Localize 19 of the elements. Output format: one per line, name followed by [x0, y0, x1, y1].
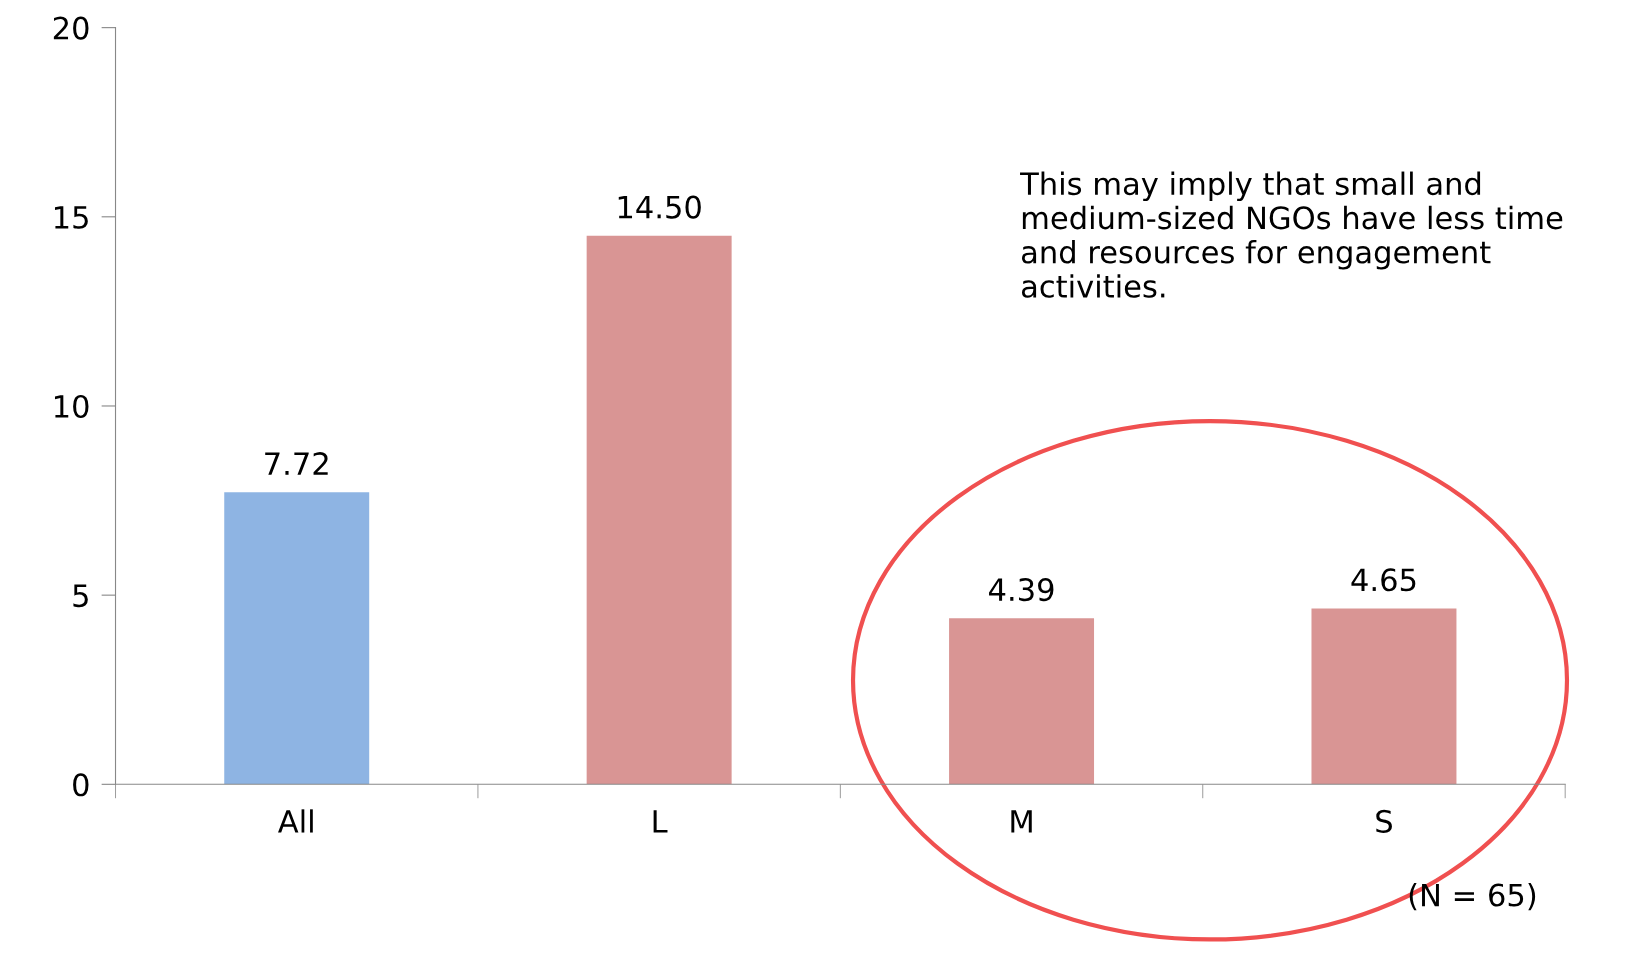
- bar: [1311, 608, 1457, 785]
- y-tick-label: 5: [73, 584, 88, 608]
- x-tick-label: L: [653, 810, 668, 833]
- y-tick-label: 15: [54, 206, 88, 229]
- data-label: 14.50: [618, 195, 701, 219]
- data-label: 7.72: [265, 452, 328, 475]
- data-label: 4.39: [989, 578, 1054, 602]
- text: (N = 65): [1409, 882, 1536, 911]
- x-tick-label: S: [1376, 809, 1392, 833]
- bar: [586, 235, 732, 785]
- x-tick-label: All: [278, 809, 313, 833]
- y-tick-label: 0: [73, 773, 89, 797]
- y-tick-label: 20: [53, 16, 89, 40]
- annotation: This may imply that small and medium-sized NGOs have less time and resources for engagement activities.: [1020, 171, 1563, 298]
- bar: [949, 618, 1095, 785]
- data-label: 4.65: [1351, 568, 1416, 592]
- x-tick-label: M: [1011, 810, 1032, 833]
- y-tick-label: 10: [54, 394, 89, 419]
- bar: [224, 492, 370, 785]
